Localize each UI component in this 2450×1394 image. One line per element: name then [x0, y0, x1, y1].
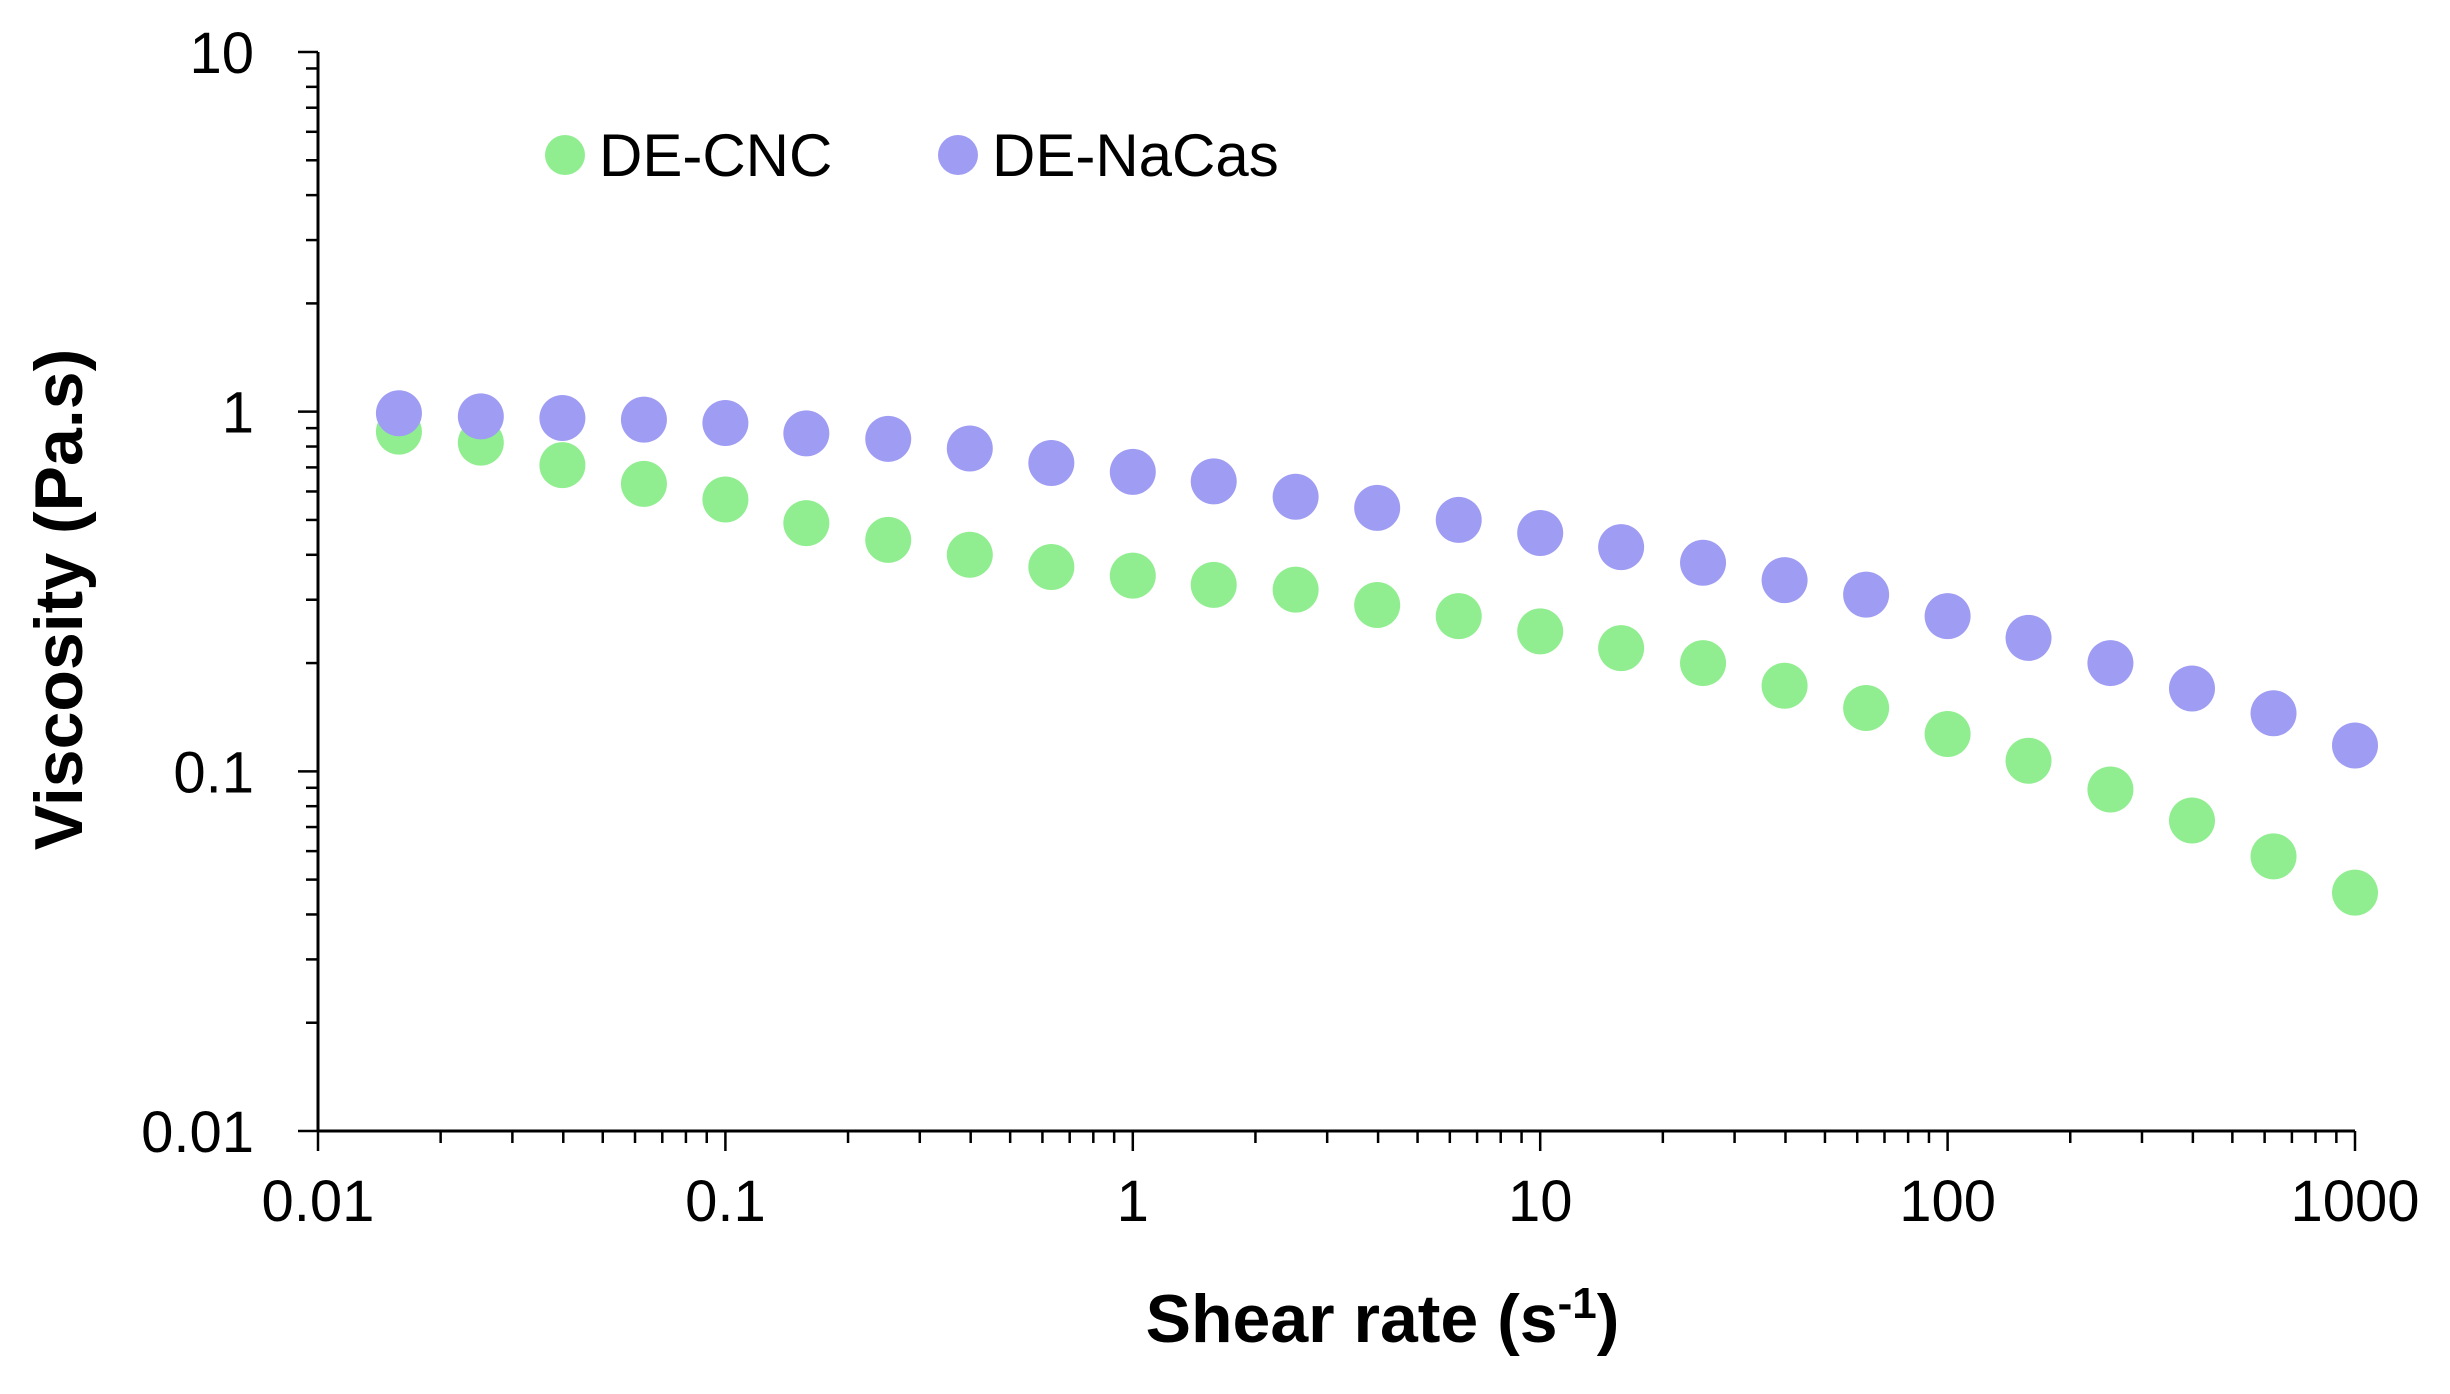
x-axis-title-main: Shear rate (s: [1146, 1281, 1558, 1357]
series-de-cnc: [375, 408, 2378, 916]
data-point: [1680, 539, 1727, 586]
data-point: [2332, 869, 2378, 916]
data-point: [2005, 737, 2052, 784]
y-tick-label: 0.1: [173, 740, 254, 805]
data-point: [1435, 593, 1482, 640]
x-tick-label: 1000: [2290, 1169, 2419, 1234]
data-point: [1272, 473, 1319, 520]
tick-labels: 0.01 0.1 1 10 100 1000 0.01 0.1 1 10: [141, 21, 2419, 1234]
x-tick-label: 1: [1117, 1169, 1149, 1234]
data-point: [1028, 439, 1075, 486]
data-point: [620, 396, 667, 443]
data-point: [1680, 640, 1727, 687]
y-tick-label: 10: [189, 21, 254, 86]
data-point: [1109, 448, 1156, 495]
data-point: [946, 425, 993, 472]
data-point: [539, 395, 586, 442]
x-tick-label: 10: [1508, 1169, 1573, 1234]
tick-marks: [298, 50, 2357, 1151]
data-point: [1354, 582, 1401, 629]
legend-marker: [545, 135, 585, 175]
data-point: [2332, 722, 2378, 769]
data-point: [1761, 662, 1808, 709]
data-point: [1190, 561, 1237, 608]
data-points: [375, 390, 2378, 916]
data-point: [1924, 710, 1971, 757]
data-point: [783, 410, 830, 457]
data-point: [1761, 557, 1808, 604]
data-point: [702, 400, 749, 447]
axes: [316, 52, 2355, 1133]
data-point: [539, 442, 586, 489]
data-point: [2087, 766, 2134, 813]
data-point: [1517, 608, 1564, 655]
data-point: [1354, 484, 1401, 531]
data-point: [946, 531, 993, 578]
data-point: [1435, 496, 1482, 543]
legend: DE-CNC DE-NaCas: [545, 122, 1279, 189]
y-tick-label: 0.01: [141, 1100, 254, 1165]
x-tick-label: 0.01: [262, 1169, 375, 1234]
data-point: [2250, 833, 2297, 880]
x-tick-label: 100: [1899, 1169, 1996, 1234]
legend-label: DE-NaCas: [992, 122, 1279, 189]
y-tick-label: 1: [222, 381, 254, 446]
x-axis-title-suffix: ): [1597, 1281, 1620, 1357]
data-point: [1843, 684, 1890, 731]
data-point: [1924, 593, 1971, 640]
x-axis-title: Shear rate (s-1): [1146, 1279, 1620, 1358]
data-point: [620, 460, 667, 507]
data-point: [1190, 458, 1237, 505]
data-point: [2087, 640, 2134, 687]
data-point: [1028, 543, 1075, 590]
data-point: [783, 500, 830, 547]
y-axis-title: Viscosity (Pa.s): [21, 349, 97, 850]
data-point: [1598, 524, 1645, 571]
data-point: [2168, 665, 2215, 712]
x-tick-label: 0.1: [685, 1169, 766, 1234]
x-axis-title-superscript: -1: [1558, 1279, 1597, 1328]
data-point: [1598, 625, 1645, 672]
series-de-nacas: [375, 390, 2378, 769]
data-point: [2250, 690, 2297, 737]
data-point: [865, 516, 912, 563]
data-point: [865, 415, 912, 462]
axis-titles: Shear rate (s-1) Viscosity (Pa.s): [21, 349, 1619, 1357]
data-point: [1843, 571, 1890, 618]
data-point: [2005, 614, 2052, 661]
legend-marker: [938, 135, 978, 175]
data-point: [1517, 509, 1564, 556]
legend-label: DE-CNC: [599, 122, 832, 189]
data-point: [702, 476, 749, 523]
data-point: [2168, 797, 2215, 844]
data-point: [1272, 566, 1319, 613]
data-point: [1109, 552, 1156, 599]
data-point: [457, 393, 504, 440]
data-point: [375, 390, 422, 437]
